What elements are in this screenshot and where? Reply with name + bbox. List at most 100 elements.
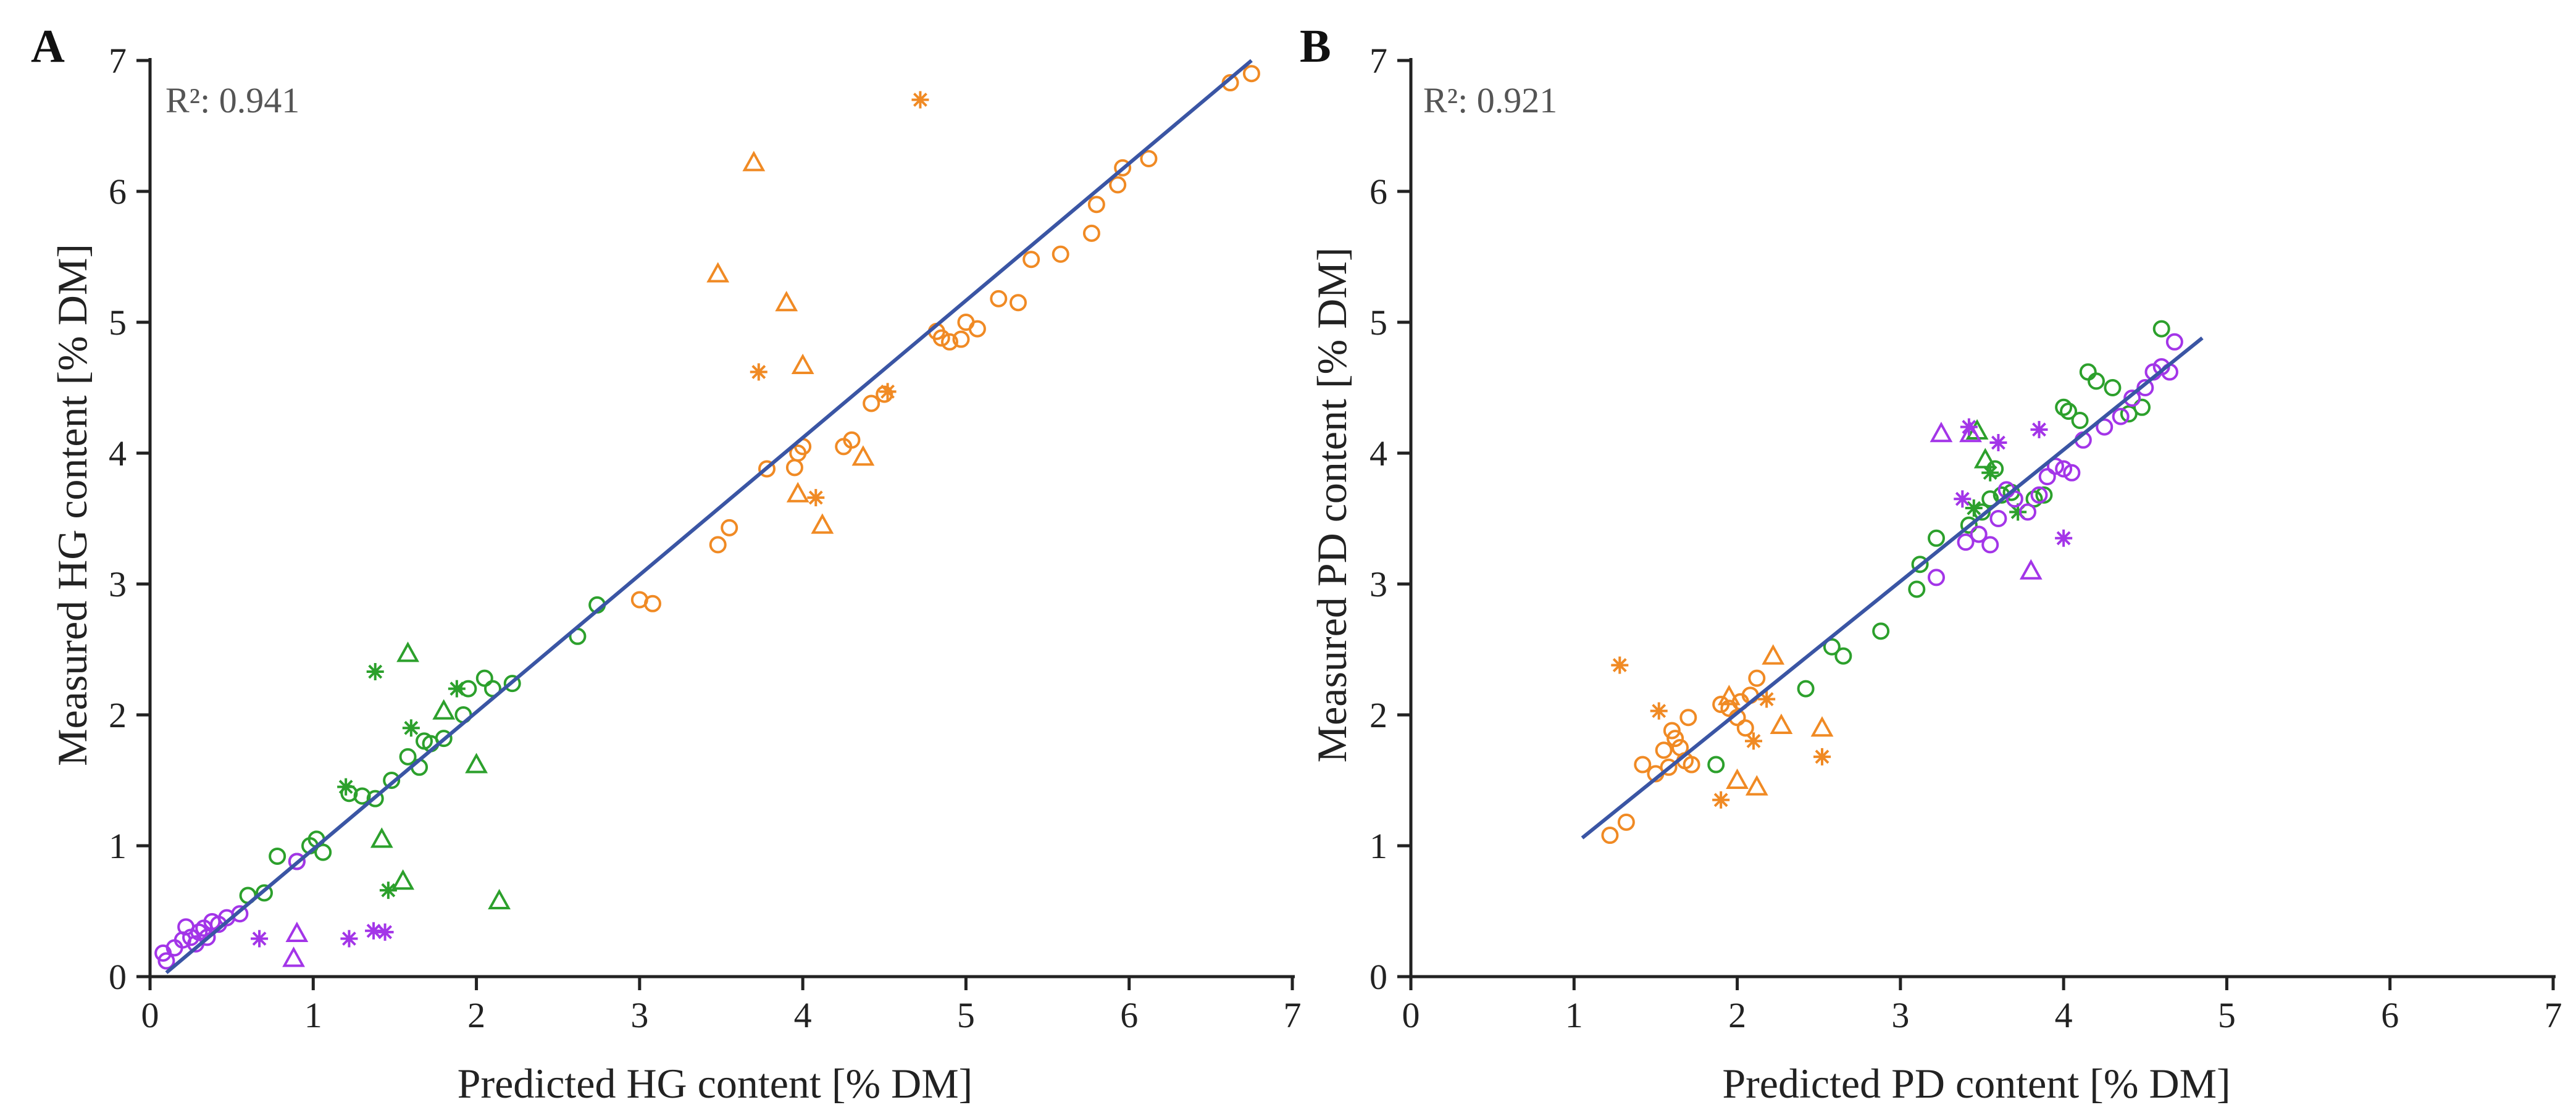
panel-a-point-orange-circle — [932, 329, 950, 347]
panel-b-y-tick-label: 3 — [1370, 564, 1387, 604]
panel-b: B R²: 0.921 Predicted PD content [% DM] … — [1300, 20, 2562, 1107]
panel-b-point-green-circle — [2035, 486, 2053, 504]
panel-a-x-tick-label: 7 — [1284, 995, 1302, 1035]
panel-a-point-orange-circle — [952, 330, 970, 348]
panel-a-point-green-circle — [435, 730, 453, 748]
panel-b-point-orange-circle — [1601, 827, 1619, 845]
panel-a-point-orange-circle — [1087, 196, 1105, 214]
panel-b-point-green-star — [2009, 503, 2027, 521]
panel-b-point-orange-star — [1745, 732, 1762, 750]
panel-a-point-green-triangle — [432, 699, 456, 720]
panel-a-point-green-triangle — [465, 753, 488, 774]
panel-a-point-green-star — [402, 719, 420, 737]
panel-a-point-orange-circle — [1010, 294, 1027, 312]
panel-b-point-green-circle — [1797, 680, 1815, 698]
panel-b-axes: 0 1 2 3 4 5 6 7 0 1 2 3 4 5 6 7 — [1370, 41, 2562, 1035]
panel-b-y-tick-label: 1 — [1370, 826, 1387, 866]
panel-a-letter: A — [31, 20, 65, 72]
panel-a-point-purple-star — [376, 923, 394, 941]
panel-b-r2-label: R²: 0.921 — [1423, 80, 1557, 120]
panel-b-point-green-star — [1965, 499, 1983, 517]
panel-a-point-green-circle — [475, 669, 493, 687]
panel-b-x-tick-label: 2 — [1728, 995, 1746, 1035]
panel-b-point-purple-circle — [2019, 503, 2036, 521]
panel-b-letter: B — [1300, 20, 1331, 72]
panel-a-point-orange-triangle — [811, 513, 834, 534]
panel-b-point-green-circle — [2133, 398, 2151, 416]
panel-a-point-purple-star — [251, 930, 269, 948]
panel-b-point-orange-circle — [1666, 730, 1684, 748]
panel-b-point-orange-triangle — [1810, 716, 1834, 737]
panel-a-point-purple-triangle — [285, 921, 309, 943]
panel-a-point-orange-circle — [785, 459, 803, 477]
panel-a-y-tick-label: 3 — [109, 564, 127, 604]
panel-b-x-tick-label: 7 — [2545, 995, 2562, 1035]
panel-a-point-purple-circle — [157, 952, 175, 970]
panel-b-point-orange-circle — [1679, 709, 1697, 727]
panel-b-point-green-circle — [1908, 580, 1926, 598]
panel-a-y-tick-label: 2 — [109, 695, 127, 735]
panel-a-point-orange-circle — [644, 594, 661, 612]
panel-a-marks — [154, 59, 1260, 974]
panel-b-point-green-circle — [2025, 490, 2043, 508]
panel-a-point-orange-circle — [941, 333, 958, 351]
panel-a-x-tick-label: 5 — [957, 995, 975, 1035]
panel-b-point-green-circle — [2104, 379, 2122, 396]
panel-b-point-orange-star — [1650, 702, 1668, 720]
panel-b-point-green-triangle — [1973, 448, 1997, 469]
panel-a-y-tick-label: 5 — [109, 302, 127, 343]
panel-b-y-tick-label: 5 — [1370, 302, 1387, 343]
panel-a-point-orange-triangle — [742, 151, 766, 172]
panel-a-point-green-circle — [366, 790, 384, 807]
panel-a-y-tick-label: 7 — [109, 41, 127, 81]
panel-a-point-orange-circle — [1052, 245, 1069, 263]
panel-a-point-purple-circle — [198, 928, 216, 946]
panel-a-point-green-star — [379, 882, 397, 899]
panel-b-point-purple-circle — [1957, 533, 1975, 551]
panel-b-point-orange-triangle — [1717, 685, 1741, 706]
panel-b-point-green-circle — [1872, 622, 1890, 640]
panel-a-point-orange-triangle — [791, 353, 814, 374]
panel-b-x-tick-label: 0 — [1402, 995, 1420, 1035]
panel-b-point-purple-circle — [1989, 510, 2007, 527]
panel-b-point-orange-triangle — [1745, 775, 1768, 796]
panel-a-point-purple-star — [365, 922, 383, 940]
panel-b-point-purple-circle — [2096, 418, 2114, 436]
panel-b-y-tick-label: 0 — [1370, 957, 1387, 997]
panel-a-point-purple-circle — [288, 853, 306, 870]
panel-a-x-tick-label: 4 — [794, 995, 812, 1035]
panel-b-point-purple-star — [1960, 418, 1978, 436]
panel-a-point-green-circle — [399, 748, 417, 765]
panel-a-point-orange-circle — [968, 320, 986, 338]
panel-a-y-tick-label: 0 — [109, 957, 127, 997]
panel-a-point-orange-circle — [863, 394, 880, 412]
panel-a-point-green-circle — [314, 843, 332, 861]
panel-a-point-orange-star — [879, 383, 897, 401]
panel-b-point-purple-star — [2030, 420, 2048, 438]
panel-b-point-orange-triangle — [1762, 644, 1785, 665]
panel-a-point-green-triangle — [396, 641, 419, 662]
panel-a-r2-label: R²: 0.941 — [165, 80, 299, 120]
panel-b-point-orange-triangle — [1770, 713, 1793, 734]
panel-b-point-purple-circle — [2112, 407, 2130, 425]
panel-a-point-green-triangle — [391, 869, 415, 890]
panel-a-y-axis-title: Measured HG content [% DM] — [49, 244, 96, 766]
panel-b-y-tick-label: 7 — [1370, 41, 1387, 81]
panel-b-point-purple-circle — [2046, 457, 2064, 475]
panel-b-point-green-circle — [2060, 403, 2078, 420]
panel-b-x-tick-label: 3 — [1891, 995, 1909, 1035]
panel-b-point-green-circle — [2071, 412, 2089, 429]
panel-b-y-tick-label: 4 — [1370, 433, 1387, 473]
panel-b-fit-line — [1581, 336, 2204, 840]
panel-b-x-axis-title: Predicted PD content [% DM] — [1722, 1060, 2230, 1107]
panel-b-point-green-circle — [1960, 516, 1978, 534]
panel-a-x-tick-label: 3 — [630, 995, 648, 1035]
panel-a-point-orange-star — [750, 363, 767, 381]
panel-b-point-green-circle — [2055, 398, 2073, 416]
panel-a-point-orange-circle — [721, 519, 738, 536]
panel-b-point-green-star — [1981, 464, 1999, 482]
panel-b-point-purple-circle — [2063, 464, 2081, 482]
panel-a-point-orange-circle — [990, 290, 1008, 307]
panel-a-point-orange-circle — [1242, 65, 1260, 83]
panel-a: A R²: 0.941 Predicted HG content [% DM] … — [31, 20, 1302, 1107]
